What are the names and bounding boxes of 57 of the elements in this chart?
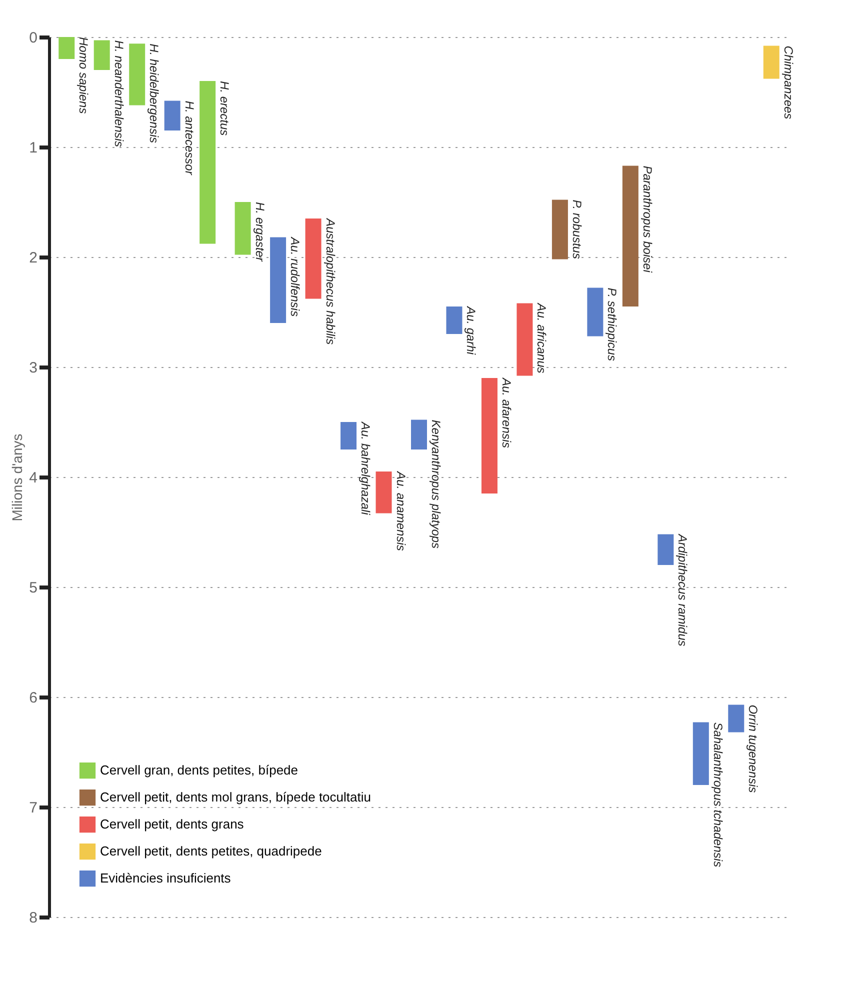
y-tick-label: 3 (29, 360, 38, 376)
x-tick-label: H. ergaster (252, 202, 267, 262)
x-tick-label: Australopithecus habilis (323, 218, 338, 345)
x-tick-label: Ardipithecus ramidus (676, 533, 690, 646)
bar (692, 722, 709, 785)
bar (658, 534, 674, 565)
legend-label: Cervell petit, dents grans (100, 816, 244, 832)
bar (481, 378, 498, 494)
x-tick-label: Au. anamensis (394, 470, 408, 551)
y-tick-label: 0 (29, 30, 38, 46)
x-tick-label: H. erectus (218, 81, 232, 136)
bar (340, 422, 357, 450)
bar (552, 200, 568, 260)
x-tick-label: H. antecessor (182, 100, 196, 176)
y-tick-label: 8 (29, 910, 38, 926)
bar (763, 46, 780, 79)
bar (94, 40, 110, 70)
y-tick-label: 1 (29, 140, 38, 156)
legend-label: Evidències insuficients (100, 870, 232, 886)
bar (622, 166, 638, 306)
bar (446, 306, 462, 334)
x-tick-label: Au. garhi (464, 306, 478, 355)
x-tick-label: Chimpanzees (781, 46, 796, 120)
y-tick-label: 4 (29, 470, 38, 486)
bar (129, 44, 146, 106)
bar (376, 472, 392, 514)
y-tick-label: 2 (29, 250, 38, 266)
x-tick-label: Kenyanthropus platyops (429, 420, 443, 549)
legend-label: Cervell gran, dents petites, bípede (100, 762, 298, 778)
x-tick-label: Paranthropus boisei (640, 166, 654, 273)
bar (270, 237, 286, 323)
x-tick-label: Au. africanus (534, 302, 549, 374)
y-tick-label: 5 (29, 580, 38, 596)
legend-label: Cervell petit, dents petites, quadripede (100, 844, 322, 858)
bar (234, 202, 251, 255)
x-tick-label: P. sethiopicus (605, 288, 620, 361)
bar (200, 81, 216, 244)
bar (58, 37, 75, 59)
x-tick-label: Orrin tugenensis (746, 704, 760, 793)
y-axis-title: Milions d'anys (9, 434, 26, 522)
bar (305, 218, 322, 299)
bar (411, 420, 427, 450)
bar (728, 704, 744, 732)
y-tick-label: 6 (29, 690, 38, 706)
x-tick-label: Sahalanthropus tchadensis (710, 722, 725, 868)
x-tick-label: H. neanderthalensis (112, 40, 126, 148)
x-tick-label: Homo sapiens (76, 37, 91, 114)
bar (516, 303, 533, 376)
x-tick-label: Au. bahrelghazali (358, 421, 373, 516)
x-tick-label: Au. rudolfensis (288, 236, 302, 317)
legend-label: Cervell petit, dents mol grans, bípede tocultatiu (100, 790, 371, 804)
bar (587, 288, 604, 336)
bar (164, 100, 180, 130)
x-tick-label: H. heidelbergensis (147, 44, 162, 144)
x-tick-label: P. robustus (570, 200, 584, 259)
y-tick-label: 7 (29, 800, 38, 816)
x-tick-label: Au. afarensis (499, 377, 514, 448)
